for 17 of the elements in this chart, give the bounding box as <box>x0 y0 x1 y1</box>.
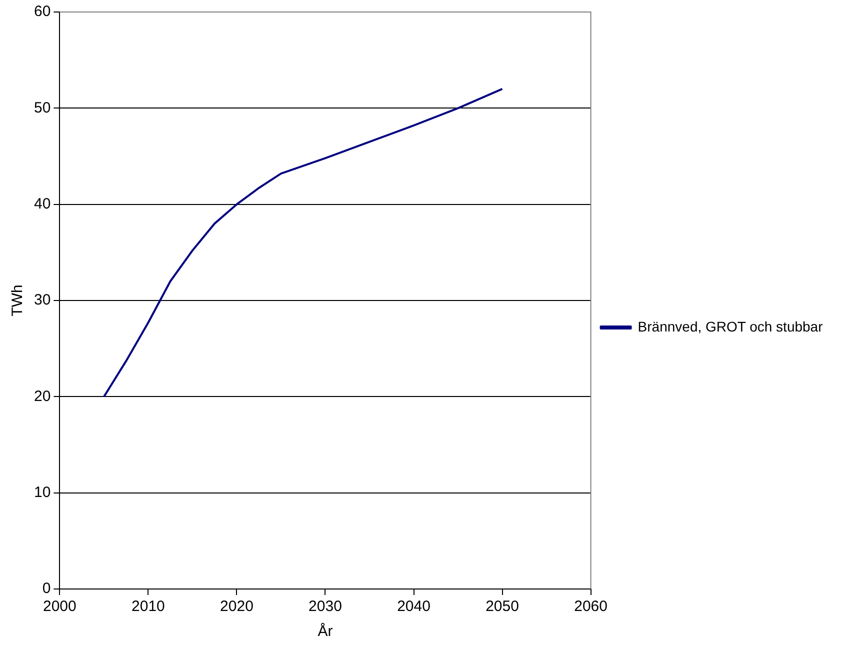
y-axis-title: TWh <box>9 284 26 316</box>
x-tick-label: 2020 <box>220 598 254 616</box>
y-tick-label: 50 <box>34 99 51 116</box>
y-tick-label: 60 <box>34 3 51 20</box>
x-tick-label: 2000 <box>42 598 76 616</box>
x-tick-label: 2030 <box>308 598 342 616</box>
x-tick-label: 2050 <box>486 598 519 616</box>
y-tick-label: 40 <box>34 195 51 212</box>
y-tick-label: 10 <box>34 484 51 501</box>
y-tick-label: 30 <box>34 292 51 309</box>
x-tick-label: 2010 <box>132 598 165 616</box>
y-tick-label: 0 <box>42 580 51 598</box>
y-tick-label: 20 <box>34 388 51 405</box>
x-axis-title: År <box>318 622 333 640</box>
x-tick-label: 2040 <box>397 598 430 616</box>
x-tick-label: 2060 <box>574 598 608 616</box>
legend-label: Brännved, GROT och stubbar <box>638 318 824 334</box>
